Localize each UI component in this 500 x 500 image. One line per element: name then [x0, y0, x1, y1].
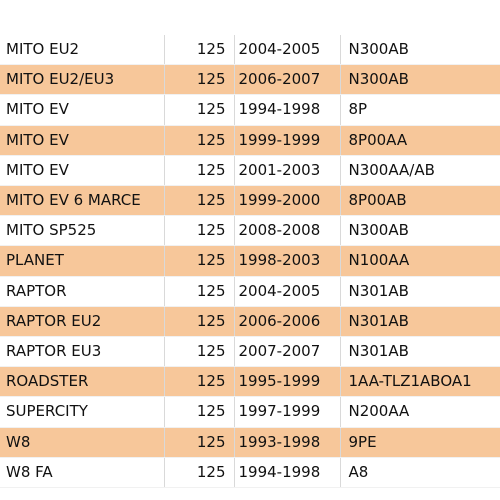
table-row[interactable]: ROADSTER 125 1995-1999 1AA-TLZ1ABOA1	[0, 366, 500, 398]
years-cell: 2004-2005	[234, 276, 341, 307]
cc-cell: 125	[164, 336, 235, 368]
model-cell: MITO EV	[0, 125, 165, 156]
code-cell: N301AB	[340, 276, 500, 307]
cc-cell: 125	[164, 94, 235, 126]
table-row[interactable]: RAPTOR EU2 125 2006-2006 N301AB	[0, 306, 500, 338]
model-cell: W8 FA	[0, 457, 165, 489]
cc-cell: 125	[164, 215, 235, 247]
model-cell: MITO EV	[0, 94, 165, 126]
code-cell: N300AA/AB	[340, 155, 500, 187]
table-row[interactable]: RAPTOR 125 2004-2005 N301AB	[0, 276, 500, 307]
cc-cell: 125	[164, 306, 235, 338]
cc-cell: 125	[164, 366, 235, 398]
table-row[interactable]: PLANET 125 1998-2003 N100AA	[0, 245, 500, 277]
years-cell: 2006-2007	[234, 64, 341, 96]
years-cell: 2007-2007	[234, 336, 341, 368]
code-cell: N300AB	[340, 35, 500, 66]
table-row[interactable]: MITO EV 125 1999-1999 8P00AA	[0, 125, 500, 156]
cc-cell: 125	[164, 396, 235, 428]
table-row[interactable]: MITO EU2/EU3 125 2006-2007 N300AB	[0, 64, 500, 96]
cc-cell: 125	[164, 64, 235, 96]
table-row[interactable]: MITO EV 125 2001-2003 N300AA/AB	[0, 155, 500, 187]
cc-cell: 125	[164, 427, 235, 458]
years-cell: 2008-2008	[234, 215, 341, 247]
model-cell: RAPTOR EU2	[0, 306, 165, 338]
cc-cell: 125	[164, 155, 235, 187]
table-row[interactable]: MITO EV 6 MARCE 125 1999-2000 8P00AB	[0, 185, 500, 217]
table-row[interactable]: MITO EU2 125 2004-2005 N300AB	[0, 35, 500, 66]
cc-cell: 125	[164, 185, 235, 217]
cc-cell: 125	[164, 276, 235, 307]
model-cell: RAPTOR	[0, 276, 165, 307]
model-cell: PLANET	[0, 245, 165, 277]
code-cell: 1AA-TLZ1ABOA1	[340, 366, 500, 398]
model-table-body: MITO EU2 125 2004-2005 N300AB MITO EU2/EU3 12…	[0, 35, 500, 489]
years-cell: 2001-2003	[234, 155, 341, 187]
code-cell: N301AB	[340, 336, 500, 368]
table-row[interactable]: W8 FA 125 1994-1998 A8	[0, 457, 500, 489]
table-row[interactable]: RAPTOR EU3 125 2007-2007 N301AB	[0, 336, 500, 368]
table-row[interactable]: MITO SP525 125 2008-2008 N300AB	[0, 215, 500, 247]
model-cell: SUPERCITY	[0, 396, 165, 428]
code-cell: N300AB	[340, 215, 500, 247]
model-cell: W8	[0, 427, 165, 458]
table-row[interactable]: W8 125 1993-1998 9PE	[0, 427, 500, 458]
code-cell: 8P00AA	[340, 125, 500, 156]
years-cell: 1999-1999	[234, 125, 341, 156]
cc-cell: 125	[164, 457, 235, 489]
model-table-container: MITO EU2 125 2004-2005 N300AB MITO EU2/EU3 12…	[0, 35, 500, 489]
years-cell: 1994-1998	[234, 94, 341, 126]
years-cell: 1993-1998	[234, 427, 341, 458]
years-cell: 1995-1999	[234, 366, 341, 398]
table-row[interactable]: MITO EV 125 1994-1998 8P	[0, 94, 500, 126]
years-cell: 2004-2005	[234, 35, 341, 66]
code-cell: N300AB	[340, 64, 500, 96]
model-cell: MITO EU2/EU3	[0, 64, 165, 96]
years-cell: 1997-1999	[234, 396, 341, 428]
model-cell: MITO EU2	[0, 35, 165, 66]
code-cell: A8	[340, 457, 500, 489]
code-cell: N301AB	[340, 306, 500, 338]
years-cell: 1999-2000	[234, 185, 341, 217]
code-cell: 8P	[340, 94, 500, 126]
code-cell: 8P00AB	[340, 185, 500, 217]
years-cell: 1998-2003	[234, 245, 341, 277]
years-cell: 1994-1998	[234, 457, 341, 489]
model-cell: ROADSTER	[0, 366, 165, 398]
cc-cell: 125	[164, 35, 235, 66]
model-cell: MITO EV 6 MARCE	[0, 185, 165, 217]
years-cell: 2006-2006	[234, 306, 341, 338]
model-cell: MITO EV	[0, 155, 165, 187]
code-cell: N200AA	[340, 396, 500, 428]
code-cell: 9PE	[340, 427, 500, 458]
model-cell: RAPTOR EU3	[0, 336, 165, 368]
model-cell: MITO SP525	[0, 215, 165, 247]
model-table: MITO EU2 125 2004-2005 N300AB MITO EU2/EU3 12…	[0, 35, 500, 489]
cc-cell: 125	[164, 125, 235, 156]
table-row[interactable]: SUPERCITY 125 1997-1999 N200AA	[0, 396, 500, 428]
code-cell: N100AA	[340, 245, 500, 277]
cc-cell: 125	[164, 245, 235, 277]
